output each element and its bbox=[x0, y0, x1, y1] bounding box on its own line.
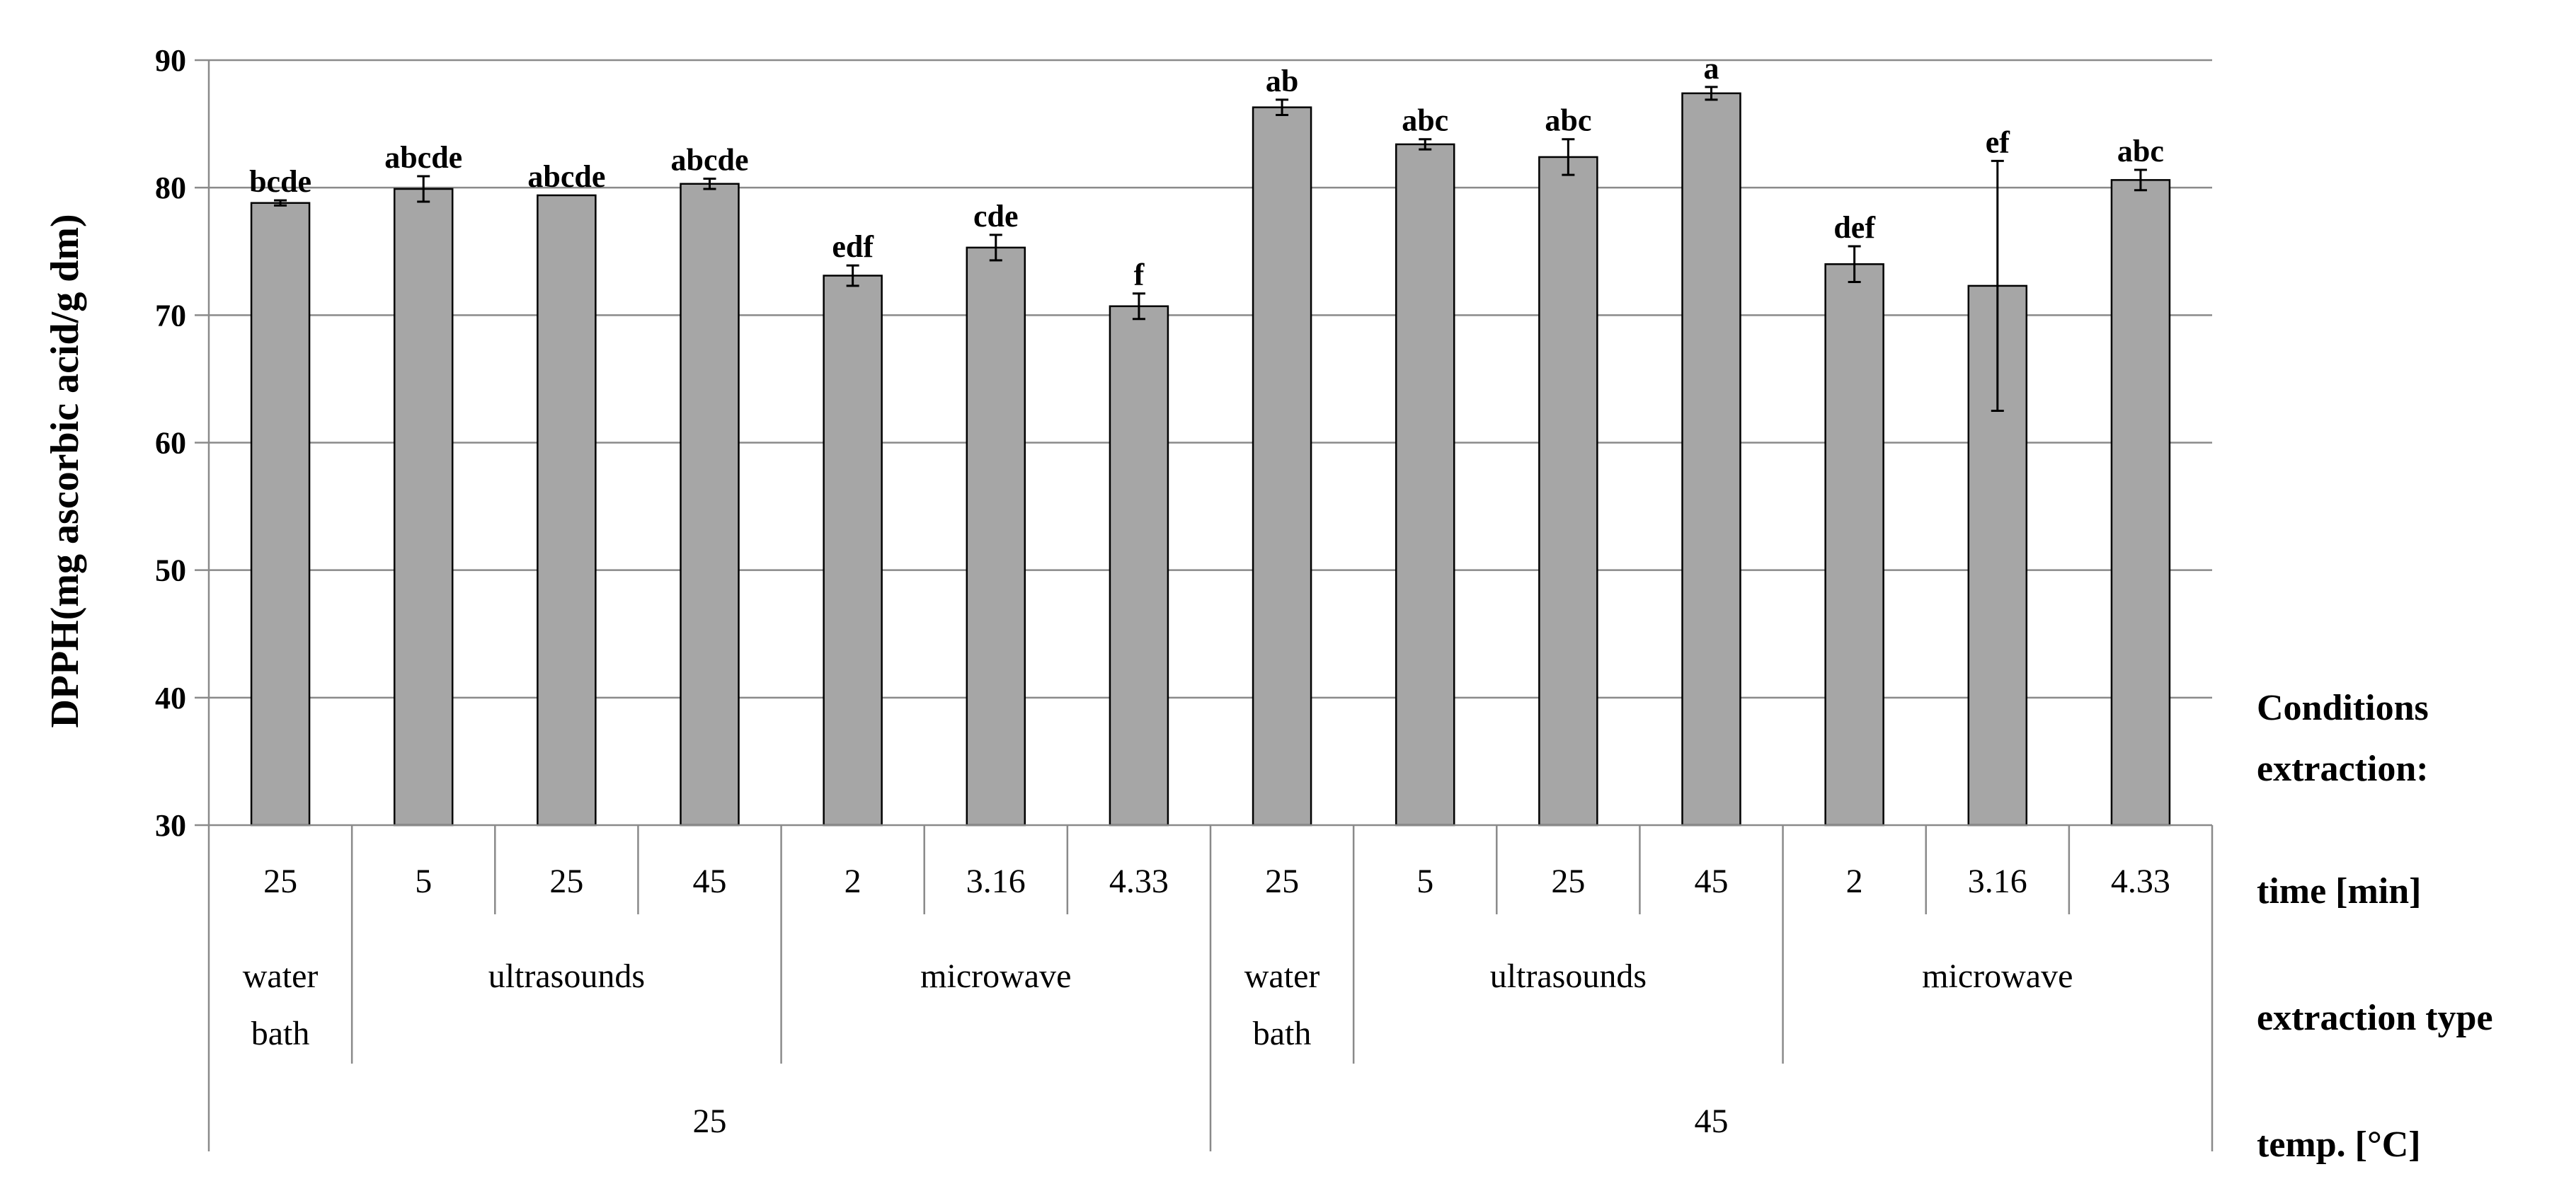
extraction-type-label: ultrasounds bbox=[488, 957, 645, 995]
significance-label: cde bbox=[973, 199, 1019, 234]
extraction-type-label: ultrasounds bbox=[1490, 957, 1647, 995]
significance-label: abcde bbox=[671, 143, 749, 178]
conditions-heading: Conditions bbox=[2257, 688, 2429, 728]
significance-label: bcde bbox=[249, 164, 311, 199]
significance-label: ab bbox=[1266, 64, 1298, 98]
time-label: 5 bbox=[415, 863, 432, 900]
time-label: 3.16 bbox=[966, 863, 1026, 900]
bar bbox=[1538, 156, 1598, 827]
extraction-type-label: bath bbox=[1253, 1015, 1312, 1052]
significance-label: abcde bbox=[527, 159, 605, 194]
time-label: 25 bbox=[263, 863, 297, 900]
y-tick-label: 40 bbox=[155, 681, 186, 715]
y-tick-label: 90 bbox=[155, 43, 186, 78]
y-tick-label: 80 bbox=[155, 171, 186, 205]
bar bbox=[537, 194, 597, 827]
row-label-extraction-type: extraction type bbox=[2257, 998, 2493, 1038]
row-label-temp: temp. [°C] bbox=[2257, 1124, 2421, 1165]
extraction-type-label: water bbox=[1244, 957, 1320, 995]
time-label: 4.33 bbox=[2111, 863, 2170, 900]
time-label: 4.33 bbox=[1109, 863, 1169, 900]
significance-label: abc bbox=[1545, 103, 1591, 138]
time-label: 3.16 bbox=[1968, 863, 2027, 900]
bar bbox=[1681, 92, 1741, 827]
bar bbox=[1252, 106, 1312, 827]
conditions-heading: extraction: bbox=[2257, 749, 2429, 789]
extraction-type-label: microwave bbox=[1922, 957, 2073, 995]
significance-label: edf bbox=[832, 229, 874, 264]
significance-label: def bbox=[1833, 210, 1876, 245]
bar bbox=[680, 183, 740, 827]
time-label: 45 bbox=[1695, 863, 1729, 900]
bar bbox=[393, 188, 454, 827]
extraction-type-label: microwave bbox=[920, 957, 1071, 995]
time-label: 25 bbox=[549, 863, 583, 900]
bar bbox=[823, 275, 883, 827]
y-tick-label: 60 bbox=[155, 426, 186, 461]
bar bbox=[966, 246, 1026, 827]
bar bbox=[1824, 263, 1884, 827]
time-label: 5 bbox=[1416, 863, 1433, 900]
significance-label: ef bbox=[1986, 125, 2011, 159]
significance-label: abc bbox=[1402, 103, 1448, 138]
bar bbox=[2110, 179, 2171, 827]
time-label: 45 bbox=[693, 863, 727, 900]
y-tick-label: 70 bbox=[155, 298, 186, 333]
time-label: 25 bbox=[1265, 863, 1299, 900]
significance-label: abc bbox=[2117, 134, 2164, 168]
time-label: 25 bbox=[1551, 863, 1585, 900]
bar bbox=[250, 202, 311, 827]
y-tick-label: 30 bbox=[155, 808, 186, 843]
bar bbox=[1395, 143, 1455, 827]
time-label: 2 bbox=[845, 863, 861, 900]
temperature-label: 25 bbox=[693, 1103, 727, 1140]
significance-label: a bbox=[1704, 51, 1719, 86]
y-tick-label: 50 bbox=[155, 553, 186, 588]
extraction-type-label: water bbox=[243, 957, 319, 995]
temperature-label: 45 bbox=[1695, 1103, 1729, 1140]
bar bbox=[1109, 305, 1169, 827]
significance-label: f bbox=[1134, 258, 1145, 292]
y-axis-label: DPPH(mg ascorbic acid/g dm) bbox=[43, 214, 87, 727]
significance-label: abcde bbox=[384, 140, 462, 175]
row-label-time: time [min] bbox=[2257, 871, 2421, 911]
time-label: 2 bbox=[1846, 863, 1863, 900]
extraction-type-label: bath bbox=[251, 1015, 310, 1052]
